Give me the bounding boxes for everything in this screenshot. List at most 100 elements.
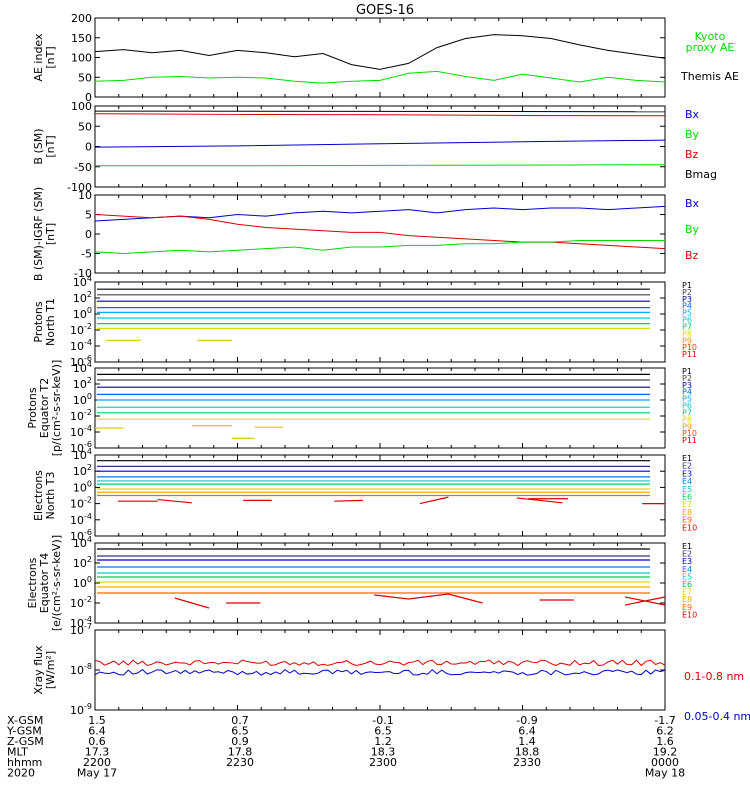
time-axis-value: 6.5	[231, 725, 249, 738]
y-tick-label: 150	[71, 32, 92, 45]
time-axis-value: 6.2	[656, 725, 674, 738]
y-tick-label: 10-4	[70, 338, 92, 353]
panel-frame	[94, 281, 666, 363]
y-tick-label: 10-7	[70, 622, 92, 637]
y-axis-label: Xray flux	[32, 645, 45, 695]
time-axis-value: 0000	[651, 756, 679, 769]
y-tick-label: 100	[71, 100, 92, 113]
y-tick-label: 104	[73, 535, 92, 550]
legend-entry: P5	[682, 395, 692, 404]
y-tick-label: -100	[67, 181, 92, 194]
legend-entry: P1	[682, 367, 692, 376]
legend-entry: E1	[682, 542, 692, 551]
time-axis-value: 6.5	[374, 725, 392, 738]
legend-entry: P7	[682, 408, 692, 417]
time-axis-value: 19.2	[653, 746, 678, 759]
time-axis-value: May 18	[645, 767, 685, 780]
legend-entry: P3	[682, 381, 692, 390]
legend-entry: E5	[682, 572, 692, 581]
legend-entry: E8	[682, 508, 692, 517]
panel-bigrf: -10 -5 0 5 10 B (SM)-IGRF (SM) [nT] Bx By Bz	[32, 187, 700, 281]
panel-frame	[94, 629, 666, 711]
legend-entry: By	[685, 223, 700, 236]
legend-entry: Kyoto	[695, 30, 726, 43]
y-tick-label: 10-6	[70, 440, 92, 455]
legend-entry: P5	[682, 309, 692, 318]
legend-entry: E2	[682, 462, 692, 471]
legend-entry: Bz	[685, 148, 699, 161]
time-axis-value: 0.7	[231, 714, 249, 727]
y-tick-label: 50	[78, 71, 92, 84]
y-tick-label: 10-6	[70, 354, 92, 369]
time-axis-row-label: Y-GSM	[6, 725, 42, 738]
series-line-0-1-0-8-nm	[94, 659, 666, 667]
y-tick-label: 10-2	[70, 408, 92, 423]
time-axis-value: 1.2	[374, 735, 392, 748]
time-axis-value: 1.5	[88, 714, 106, 727]
y-axis-label: North T3	[44, 472, 57, 520]
legend-entry: E5	[682, 485, 692, 494]
y-tick-label: 0	[85, 91, 92, 104]
legend-entry: P7	[682, 322, 692, 331]
legend-entry: E3	[682, 469, 692, 478]
y-tick-label: 0	[85, 141, 92, 154]
legend-entry: P4	[682, 302, 692, 311]
series-line-bx	[94, 205, 666, 222]
legend-entry: E10	[682, 610, 697, 619]
y-tick-label: 10-4	[70, 512, 92, 527]
y-tick-label: 10	[78, 189, 92, 202]
time-axis-value: -0.1	[372, 714, 393, 727]
y-axis-label: Electrons	[26, 557, 39, 608]
y-tick-label: 104	[73, 447, 92, 462]
time-axis-value: 17.3	[85, 746, 110, 759]
channel-fragment	[516, 497, 563, 504]
y-tick-label: 100	[73, 306, 92, 321]
y-tick-label: 10-9	[70, 702, 92, 717]
time-axis-value: 1.6	[656, 735, 674, 748]
series-line-bx	[94, 139, 666, 148]
legend-entry: P3	[682, 295, 692, 304]
time-axis-table: X-GSMY-GSMZ-GSMMLThhmm20201.56.40.617.32…	[6, 714, 685, 780]
time-axis-row-label: MLT	[7, 746, 28, 759]
y-tick-label: 100	[71, 52, 92, 65]
y-axis-label: B (SM)-IGRF (SM)	[32, 187, 45, 281]
series-line-bz	[94, 113, 666, 117]
y-tick-label: -10	[74, 267, 92, 280]
time-axis-value: 2200	[83, 756, 111, 769]
legend-entry: P11	[682, 350, 697, 359]
y-axis-label: B (SM)	[32, 128, 45, 164]
y-tick-label: 200	[71, 12, 92, 25]
y-tick-label: 104	[73, 360, 92, 375]
y-axis-label: [W/m²]	[44, 651, 57, 689]
y-axis-label: North T1	[44, 298, 57, 346]
y-tick-label: 10-4	[70, 615, 92, 630]
time-axis-value: -0.9	[516, 714, 537, 727]
y-tick-label: 10-6	[70, 528, 92, 543]
series-line-bmag	[94, 110, 666, 113]
time-axis-value: 0.6	[88, 735, 106, 748]
y-tick-label: 100	[73, 479, 92, 494]
time-axis-value: 1.4	[518, 735, 536, 748]
time-axis-value: -1.7	[654, 714, 675, 727]
panel-et4: 10-4 10-2 100 102 104 Electrons Equator T4 [e/(…	[26, 535, 697, 631]
time-axis-value: 6.4	[518, 725, 536, 738]
y-axis-label: [nT]	[44, 135, 57, 157]
panel-frame	[94, 17, 666, 98]
time-axis-value: 0.9	[231, 735, 249, 748]
y-tick-label: 10-8	[70, 662, 92, 677]
figure-title: GOES-16	[356, 3, 414, 18]
legend-entry: 0.1-0.8 nm	[684, 670, 744, 683]
legend-entry: proxy AE	[686, 41, 735, 54]
legend-entry: P6	[682, 402, 692, 411]
y-tick-label: 10-2	[70, 595, 92, 610]
legend-entry: P2	[682, 288, 692, 297]
legend-entry: E6	[682, 493, 692, 502]
panel-bsm: -100 -50 0 50 100 B (SM) [nT] Bx By Bz Bmag	[32, 100, 717, 194]
legend-entry: E7	[682, 588, 692, 597]
y-tick-label: 102	[73, 376, 92, 391]
y-tick-label: -50	[74, 161, 92, 174]
